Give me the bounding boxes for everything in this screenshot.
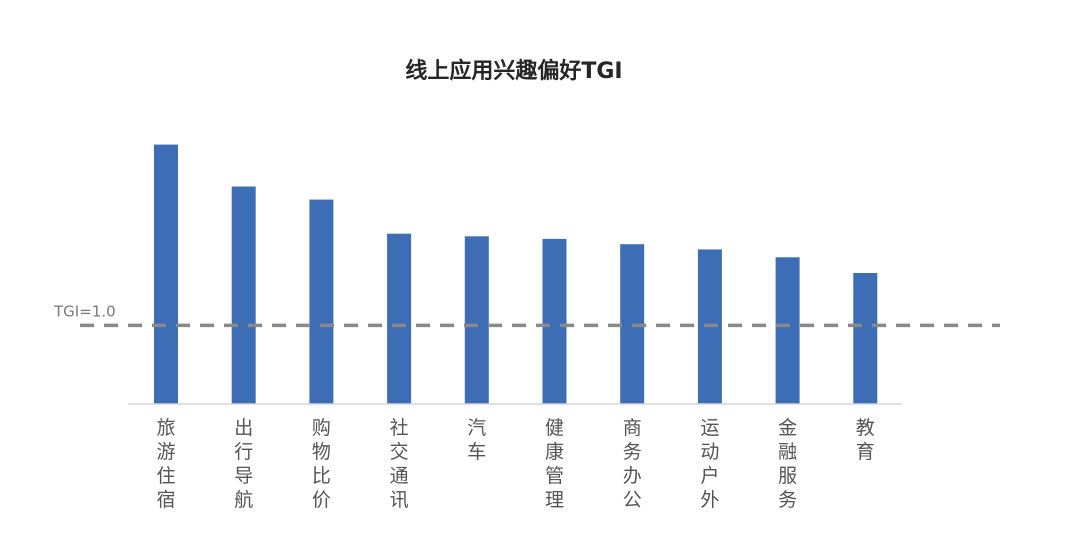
category-label-6: 健康管理: [545, 417, 564, 511]
category-label-1: 旅游住宿: [156, 417, 175, 511]
bar-9: [775, 257, 800, 404]
bar-10: [853, 273, 878, 404]
bar-6: [542, 238, 567, 404]
category-label-10: 教育: [856, 417, 875, 463]
category-label-9: 金融服务: [778, 417, 797, 511]
bar-2: [231, 186, 256, 404]
category-label-8: 运动户外: [700, 417, 719, 511]
category-label-5: 汽车: [467, 417, 486, 463]
category-label-3: 购物比价: [312, 417, 331, 511]
tgi-reference-label: TGI=1.0: [53, 302, 116, 320]
category-label-group: 旅游住宿 出行导航 购物比价 社交通讯 汽车 健康管理 商务办公 运动户外 金融服务 教育: [156, 417, 874, 511]
bar-4: [387, 233, 412, 404]
bar-1: [154, 144, 178, 404]
category-label-7: 商务办公: [623, 417, 642, 511]
chart-title: 线上应用兴趣偏好TGI: [405, 58, 622, 84]
category-label-2: 出行导航: [234, 417, 253, 511]
bar-3: [309, 199, 334, 404]
bar-5: [464, 236, 489, 404]
bar-group: [154, 144, 878, 404]
category-label-4: 社交通讯: [390, 417, 409, 511]
